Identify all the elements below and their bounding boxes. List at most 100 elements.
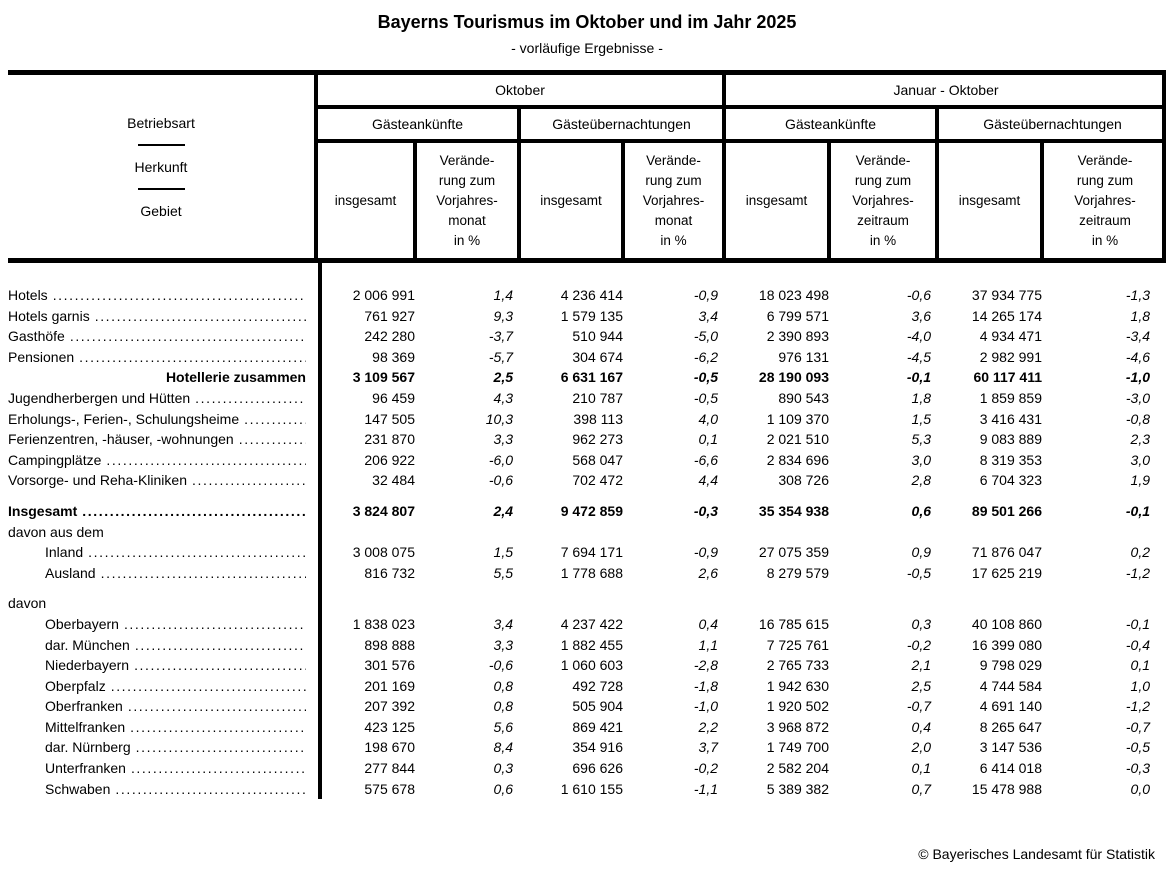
leader-dots xyxy=(101,563,306,584)
value-cell-change: 0,6 xyxy=(493,780,513,797)
leader-dots xyxy=(244,409,306,430)
row-label-text: Campingplätze xyxy=(8,451,102,468)
table-row: Schwaben 575 678 0,6 1 610 155 -1,1 5 389 382… xyxy=(8,779,1166,800)
value-cell-total: 3 968 872 xyxy=(766,718,829,735)
leader-dots xyxy=(53,285,306,306)
measure-header-overnights-ytd: Gästeübernachtungen xyxy=(939,109,1166,143)
value-cell-total: 9 472 859 xyxy=(560,502,623,519)
value-cell-total: 4 744 584 xyxy=(979,677,1042,694)
value-cell-change: -0,9 xyxy=(693,544,718,561)
value-cell-change: 4,4 xyxy=(698,472,718,489)
value-cell-total: 6 799 571 xyxy=(766,307,829,324)
value-cell-change: -0,1 xyxy=(906,369,931,386)
value-cell-total: 301 576 xyxy=(364,657,415,674)
value-cell-total: 4 237 422 xyxy=(560,615,623,632)
table-row: Erholungs-, Ferien-, Schulungsheime 147 5… xyxy=(8,409,1166,430)
value-cell-total: 32 484 xyxy=(372,472,415,489)
leader-dots xyxy=(111,676,306,697)
leader-dots xyxy=(79,347,306,368)
value-cell-change: -0,7 xyxy=(1125,718,1150,735)
row-label-text: Mittelfranken xyxy=(45,718,126,735)
value-cell-change: 0,1 xyxy=(698,431,718,448)
value-cell-total: 89 501 266 xyxy=(971,502,1042,519)
table-row: dar. München 898 888 3,3 1 882 455 1,1 7 725 … xyxy=(8,635,1166,656)
row-label: Jugendherbergen und Hütten xyxy=(8,388,318,409)
value-cell-total: 962 273 xyxy=(572,431,623,448)
value-cell-change: -1,1 xyxy=(693,780,718,797)
table-row: Oberfranken 207 392 0,8 505 904 -1,0 1 920 50… xyxy=(8,696,1166,717)
leader-dots xyxy=(88,542,306,563)
row-label-text: Pensionen xyxy=(8,348,75,365)
leader-dots xyxy=(135,635,306,656)
leader-dots xyxy=(115,779,306,800)
table-row: dar. Nürnberg 198 670 8,4 354 916 3,7 1 749 7… xyxy=(8,737,1166,758)
value-cell-change: 0,7 xyxy=(911,780,931,797)
value-cell-change: 0,3 xyxy=(493,760,513,777)
row-label: Oberpfalz xyxy=(8,676,318,697)
row-label-text: Vorsorge- und Reha-Kliniken xyxy=(8,472,187,489)
value-cell-change: -4,6 xyxy=(1125,348,1150,365)
col-header-change-period: Verände- rung zum Vorjahres- zeitraum in… xyxy=(831,143,939,258)
col-header-change-month: Verände- rung zum Vorjahres- monat in % xyxy=(625,143,726,258)
value-cell-change: -1,2 xyxy=(1125,564,1150,581)
measure-header-arrivals-ytd: Gästeankünfte xyxy=(726,109,939,143)
row-label-text: dar. Nürnberg xyxy=(45,739,131,756)
value-cell-total: 71 876 047 xyxy=(971,544,1042,561)
row-label: Niederbayern xyxy=(8,655,318,676)
value-cell-change: 3,3 xyxy=(493,431,513,448)
row-label: Unterfranken xyxy=(8,758,318,779)
value-cell-change: -0,5 xyxy=(1125,739,1150,756)
value-cell-total: 277 844 xyxy=(364,760,415,777)
value-cell-total: 1 778 688 xyxy=(560,564,623,581)
leader-dots xyxy=(131,758,306,779)
value-cell-total: 1 882 455 xyxy=(560,636,623,653)
value-cell-change: -3,7 xyxy=(488,328,513,345)
section-row: davon xyxy=(8,593,1166,614)
value-cell-change: 1,8 xyxy=(1130,307,1150,324)
value-cell-total: 3 109 567 xyxy=(352,369,415,386)
value-cell-change: 10,3 xyxy=(485,410,513,427)
value-cell-total: 15 478 988 xyxy=(971,780,1042,797)
period-header-januar-oktober: Januar - Oktober xyxy=(726,75,1166,109)
row-label: Mittelfranken xyxy=(8,717,318,738)
value-cell-change: 0,9 xyxy=(911,544,931,561)
value-cell-total: 308 726 xyxy=(778,472,829,489)
leader-dots xyxy=(192,470,306,491)
value-cell-total: 8 279 579 xyxy=(766,564,829,581)
value-cell-total: 492 728 xyxy=(572,677,623,694)
row-label: dar. Nürnberg xyxy=(8,737,318,758)
value-cell-total: 6 704 323 xyxy=(979,472,1042,489)
value-cell-total: 2 582 204 xyxy=(766,760,829,777)
value-cell-change: -0,2 xyxy=(906,636,931,653)
row-label: Oberbayern xyxy=(8,614,318,635)
value-cell-total: 898 888 xyxy=(364,636,415,653)
value-cell-change: -0,6 xyxy=(488,472,513,489)
row-label-text: Oberfranken xyxy=(45,698,123,715)
stub-label-betriebsart: Betriebsart xyxy=(127,114,195,131)
value-cell-change: -6,0 xyxy=(488,451,513,468)
table-row: Campingplätze 206 922 -6,0 568 047 -6,6 2 834… xyxy=(8,450,1166,471)
table-row: Oberbayern 1 838 023 3,4 4 237 422 0,4 16 785… xyxy=(8,614,1166,635)
row-label-text: Gasthöfe xyxy=(8,328,65,345)
value-cell-change: 3,4 xyxy=(493,615,513,632)
stub-divider xyxy=(137,143,185,146)
value-cell-total: 575 678 xyxy=(364,780,415,797)
value-cell-total: 1 610 155 xyxy=(560,780,623,797)
value-cell-change: -0,1 xyxy=(1125,502,1150,519)
row-label: davon xyxy=(8,593,318,614)
value-cell-total: 16 785 615 xyxy=(758,615,829,632)
value-cell-total: 2 390 893 xyxy=(766,328,829,345)
value-cell-change: -1,8 xyxy=(693,677,718,694)
leader-dots xyxy=(195,388,306,409)
value-cell-change: -1,3 xyxy=(1125,287,1150,303)
value-cell-total: 207 392 xyxy=(364,698,415,715)
value-cell-total: 976 131 xyxy=(778,348,829,365)
row-label: Insgesamt xyxy=(8,501,318,522)
value-cell-total: 5 389 382 xyxy=(766,780,829,797)
row-label: Erholungs-, Ferien-, Schulungsheime xyxy=(8,409,318,430)
row-label: davon aus dem xyxy=(8,522,318,543)
period-header-oktober: Oktober xyxy=(318,75,726,109)
value-cell-change: 1,0 xyxy=(1130,677,1150,694)
value-cell-total: 210 787 xyxy=(572,389,623,406)
col-header-change-month: Verände- rung zum Vorjahres- monat in % xyxy=(417,143,521,258)
